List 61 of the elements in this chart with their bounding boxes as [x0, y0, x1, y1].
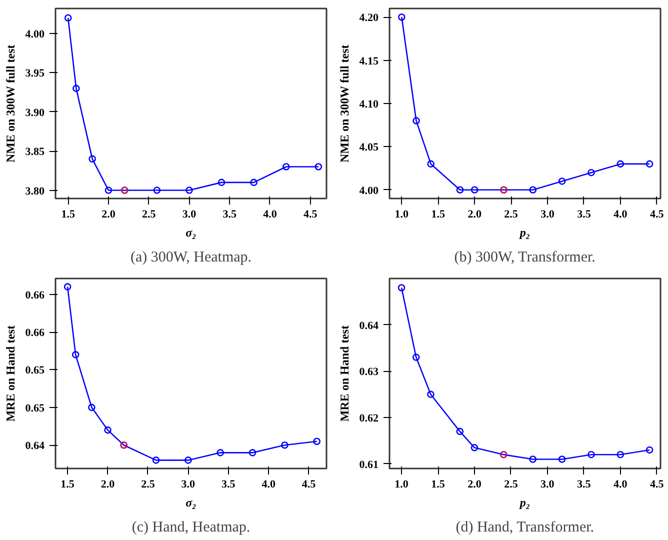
x-tick-label: 3.5 — [222, 208, 237, 220]
x-axis-title: σ₂ — [186, 226, 196, 240]
text: (a) 300W, Heatmap. — [130, 250, 252, 266]
y-tick-label: 0.63 — [359, 366, 379, 378]
x-tick-label: 3.5 — [222, 478, 236, 490]
x-tick-label: 4.5 — [650, 208, 664, 220]
x-tick-label: 4.0 — [262, 478, 276, 490]
y-tick-label: 0.64 — [359, 320, 379, 332]
y-tick-label: 3.90 — [25, 106, 45, 119]
x-tick-label: 4.0 — [614, 208, 628, 220]
x-tick-label: 3.0 — [182, 208, 197, 220]
y-tick-label: 4.00 — [25, 28, 45, 41]
y-axis-title: NME on 300W full test — [3, 44, 18, 162]
y-axis-title: MRE on Hand test — [337, 325, 352, 422]
y-tick-label: 0.61 — [359, 458, 378, 471]
x-axis-title: p₂ — [518, 496, 530, 510]
x-tick-label: 3.0 — [540, 478, 555, 490]
x-tick-label: 3.0 — [540, 208, 555, 220]
text: (c) Hand, Heatmap. — [132, 520, 250, 536]
y-tick-label: 3.95 — [25, 68, 45, 80]
x-tick-label: 1.0 — [394, 208, 410, 220]
y-tick-label: 4.15 — [359, 55, 379, 68]
x-tick-label: 4.0 — [263, 208, 278, 220]
x-tick-label: 2.5 — [142, 208, 156, 220]
x-tick-label: 3.5 — [577, 208, 592, 220]
x-tick-label: 4.5 — [302, 478, 316, 490]
x-tick-label: 3.5 — [577, 478, 592, 490]
y-tick-label: 4.20 — [359, 12, 379, 24]
x-tick-label: 4.0 — [614, 478, 628, 490]
y-tick-label: 0.65 — [25, 364, 45, 377]
x-axis-title: σ₂ — [186, 496, 196, 510]
y-axis-title: NME on 300W full test — [337, 44, 352, 162]
y-tick-label: 4.00 — [359, 184, 379, 197]
x-tick-label: 4.5 — [303, 208, 318, 220]
y-tick-label: 3.85 — [25, 146, 45, 158]
x-tick-label: 1.5 — [431, 478, 446, 490]
x-tick-label: 2.5 — [504, 208, 518, 220]
y-tick-label: 4.05 — [359, 142, 379, 154]
x-tick-label: 2.5 — [504, 478, 518, 490]
y-tick-label: 0.64 — [25, 440, 45, 452]
y-tick-label: 0.66 — [25, 289, 45, 302]
x-tick-label: 1.0 — [394, 478, 409, 490]
text: (b) 300W, Transformer. — [454, 250, 596, 266]
x-tick-label: 2.5 — [141, 478, 156, 490]
x-tick-label: 2.0 — [102, 208, 116, 220]
y-axis-title: MRE on Hand test — [3, 325, 18, 422]
x-tick-label: 2.0 — [468, 478, 482, 490]
x-tick-label: 1.5 — [61, 208, 76, 220]
text: (d) Hand, Transformer. — [456, 520, 594, 536]
x-tick-label: 1.5 — [431, 208, 446, 220]
x-tick-label: 2.0 — [100, 478, 116, 490]
x-axis-title: p₂ — [518, 226, 530, 240]
x-tick-label: 2.0 — [468, 208, 482, 220]
x-tick-label: 3.0 — [181, 478, 196, 490]
y-tick-label: 0.65 — [25, 402, 45, 414]
y-tick-label: 0.66 — [25, 327, 45, 340]
y-tick-label: 3.80 — [25, 185, 45, 198]
y-tick-label: 0.62 — [359, 412, 379, 425]
x-tick-label: 4.5 — [650, 478, 664, 490]
y-tick-label: 4.10 — [359, 98, 379, 110]
x-tick-label: 1.5 — [60, 478, 75, 490]
